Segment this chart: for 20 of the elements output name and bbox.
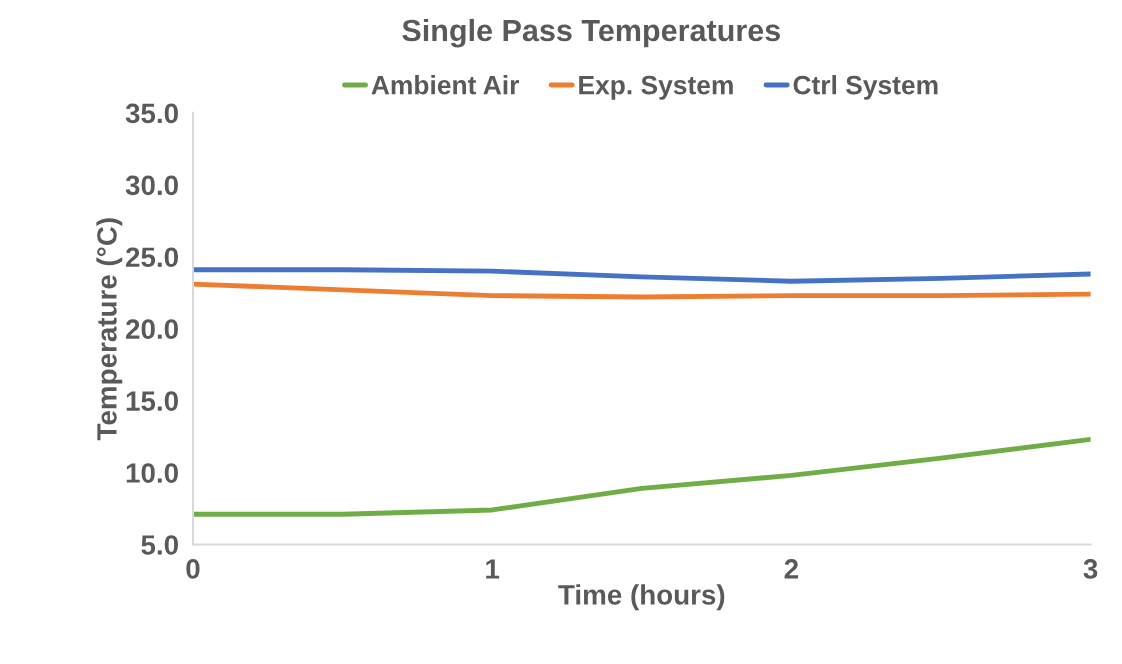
x-tick-label: 1 bbox=[486, 559, 500, 579]
y-tick-label: 5.0 bbox=[141, 535, 178, 555]
x-tick-label: 0 bbox=[186, 559, 200, 579]
y-tick-label: 35.0 bbox=[125, 103, 178, 124]
legend-label: Exp. System bbox=[579, 75, 733, 100]
x-axis-title: Time (hours) bbox=[558, 584, 725, 611]
x-tick-label: 2 bbox=[784, 559, 798, 579]
legend-label: Ambient Air bbox=[371, 75, 520, 95]
x-tick-label: 3 bbox=[1083, 559, 1098, 579]
y-tick-label: 15.0 bbox=[126, 391, 178, 411]
chart-title: Single Pass Temperatures bbox=[402, 18, 780, 48]
y-tick-label: 10.0 bbox=[126, 463, 178, 483]
y-axis-title: Temperature (°C) bbox=[96, 218, 123, 441]
line-series bbox=[192, 437, 1091, 517]
legend-label: Ctrl System bbox=[793, 75, 938, 100]
y-tick-label: 25.0 bbox=[126, 247, 178, 268]
y-tick-label: 20.0 bbox=[126, 319, 178, 340]
line-series bbox=[192, 267, 1091, 284]
line-series bbox=[192, 281, 1091, 300]
y-tick-label: 30.0 bbox=[125, 175, 178, 196]
